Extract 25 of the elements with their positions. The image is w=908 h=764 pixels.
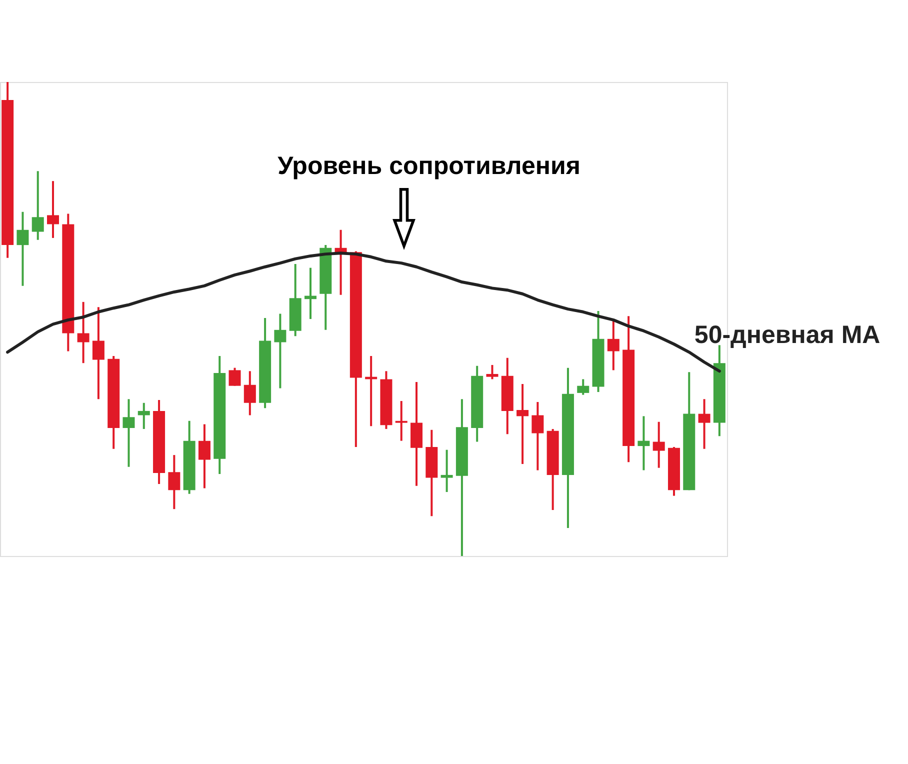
series-label: 50-дневная MA [694, 321, 880, 350]
candlestick [168, 454, 180, 510]
candlestick [516, 382, 529, 466]
candlestick [440, 448, 453, 494]
candlestick [274, 312, 286, 390]
candlestick [244, 370, 256, 416]
candlestick [16, 210, 29, 287]
candlestick [138, 402, 150, 430]
candlestick [532, 400, 544, 472]
candlestick [92, 306, 104, 400]
candlestick [698, 398, 710, 450]
candlestick [607, 318, 620, 372]
candlestick [122, 398, 135, 468]
candlestick [77, 300, 90, 364]
candlestick [652, 420, 665, 469]
candlestick [304, 266, 316, 320]
candlestick [638, 415, 650, 472]
candlestick [47, 180, 60, 239]
candlestick [228, 366, 241, 387]
candlestick [395, 400, 408, 442]
candlestick [32, 170, 44, 241]
candlestick [198, 423, 210, 490]
annotation: Уровень сопротивления [278, 152, 580, 180]
candlestick [486, 364, 498, 380]
candlestick [577, 378, 590, 396]
